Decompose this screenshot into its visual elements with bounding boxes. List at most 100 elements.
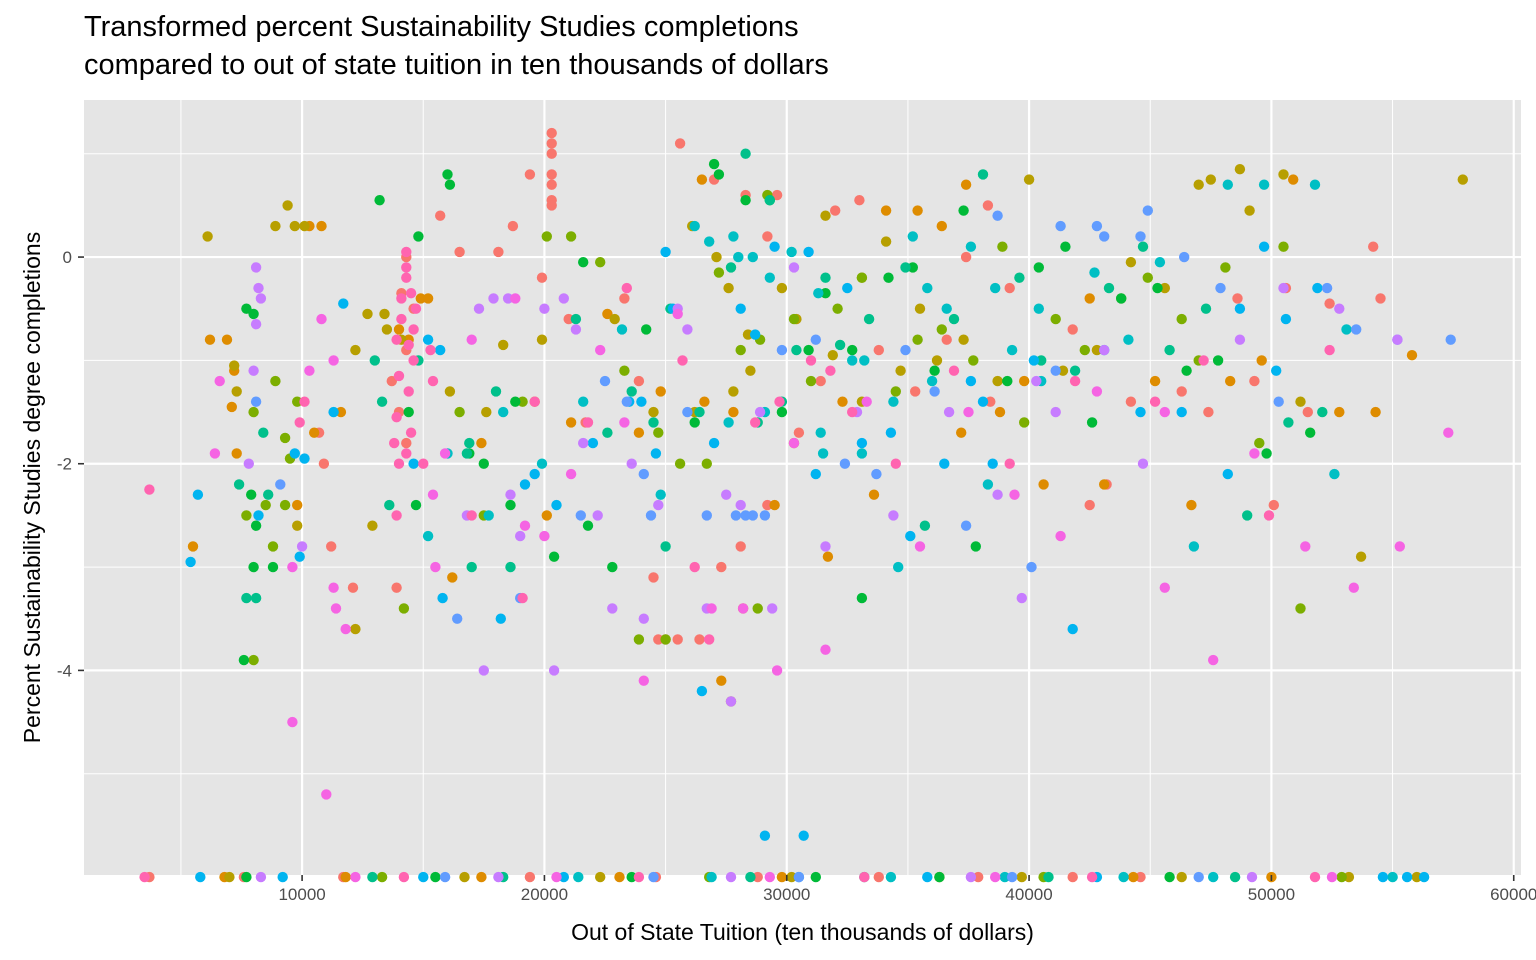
data-point — [415, 293, 426, 304]
data-point — [922, 282, 933, 294]
data-point — [982, 479, 994, 490]
data-point — [941, 334, 952, 345]
data-point — [1086, 871, 1098, 883]
data-point — [1099, 479, 1110, 490]
data-point — [926, 375, 938, 387]
data-point — [529, 396, 540, 407]
data-point — [1234, 334, 1246, 345]
data-point — [248, 654, 259, 666]
data-point — [241, 510, 252, 521]
data-point — [1181, 365, 1192, 376]
data-point — [294, 417, 305, 428]
data-point — [1249, 448, 1260, 459]
data-point — [723, 417, 734, 428]
data-point — [788, 313, 800, 325]
data-point — [1229, 871, 1241, 883]
data-point — [645, 510, 657, 521]
data-point — [241, 592, 252, 604]
data-point — [817, 448, 829, 459]
data-point — [1176, 313, 1187, 325]
data-point — [1016, 871, 1027, 883]
data-point — [912, 205, 923, 216]
data-point — [250, 592, 262, 604]
data-point — [1256, 355, 1267, 366]
data-point — [633, 427, 645, 438]
data-point — [1324, 298, 1335, 309]
data-point — [1249, 375, 1260, 387]
data-point — [510, 396, 521, 407]
data-point — [970, 541, 981, 552]
data-point — [246, 489, 257, 500]
data-point — [885, 427, 897, 438]
data-point — [1215, 282, 1226, 294]
data-point — [1355, 551, 1367, 562]
data-point — [704, 236, 715, 247]
data-point — [762, 499, 773, 511]
data-point — [1002, 375, 1013, 387]
data-point — [1176, 871, 1187, 883]
data-point — [299, 396, 310, 407]
data-point — [1370, 406, 1381, 418]
data-point — [391, 510, 402, 521]
data-point — [1016, 592, 1027, 604]
data-point — [1348, 582, 1360, 593]
data-point — [660, 541, 671, 552]
data-point — [461, 448, 473, 459]
data-point — [536, 334, 548, 345]
data-point — [708, 437, 720, 449]
data-point — [704, 634, 715, 645]
data-point — [277, 871, 288, 883]
data-point — [939, 458, 950, 469]
data-point — [287, 716, 298, 728]
data-point — [907, 262, 918, 273]
data-point — [1050, 313, 1061, 325]
data-point — [398, 871, 410, 883]
data-point — [745, 871, 756, 883]
data-point — [410, 303, 422, 314]
data-point — [960, 251, 972, 263]
data-point — [299, 220, 310, 232]
data-point — [495, 613, 506, 624]
data-point — [1103, 282, 1115, 294]
data-point — [936, 220, 947, 232]
data-point — [820, 210, 831, 221]
data-point — [1305, 427, 1316, 438]
data-point — [1302, 406, 1314, 418]
data-point — [750, 329, 761, 340]
data-point — [888, 396, 899, 407]
data-point — [859, 355, 870, 366]
data-point — [478, 665, 489, 676]
data-point — [990, 871, 1001, 883]
data-point — [747, 251, 758, 263]
data-point — [653, 427, 664, 438]
data-point — [965, 871, 977, 883]
data-point — [648, 572, 659, 583]
data-point — [728, 231, 739, 242]
data-point — [977, 396, 989, 407]
data-point — [401, 262, 412, 273]
data-point — [958, 205, 969, 216]
data-point — [1033, 262, 1045, 273]
data-point — [934, 871, 945, 883]
data-point — [929, 386, 940, 397]
data-point — [410, 499, 422, 511]
data-point — [956, 427, 967, 438]
data-point — [735, 541, 746, 552]
data-point — [202, 231, 213, 242]
data-point — [1135, 406, 1146, 418]
data-point — [1317, 406, 1328, 418]
data-point — [367, 871, 378, 883]
data-point — [987, 458, 998, 469]
data-point — [185, 556, 196, 568]
data-point — [565, 231, 577, 242]
data-point — [759, 510, 771, 521]
data-point — [1176, 386, 1187, 397]
x-tick-label: 50000 — [1248, 885, 1295, 904]
data-point — [868, 489, 880, 500]
data-point — [539, 303, 550, 314]
x-tick-label: 20000 — [521, 885, 568, 904]
data-point — [551, 871, 562, 883]
data-point — [418, 458, 429, 469]
data-point — [1186, 499, 1197, 511]
data-point — [1343, 871, 1355, 883]
